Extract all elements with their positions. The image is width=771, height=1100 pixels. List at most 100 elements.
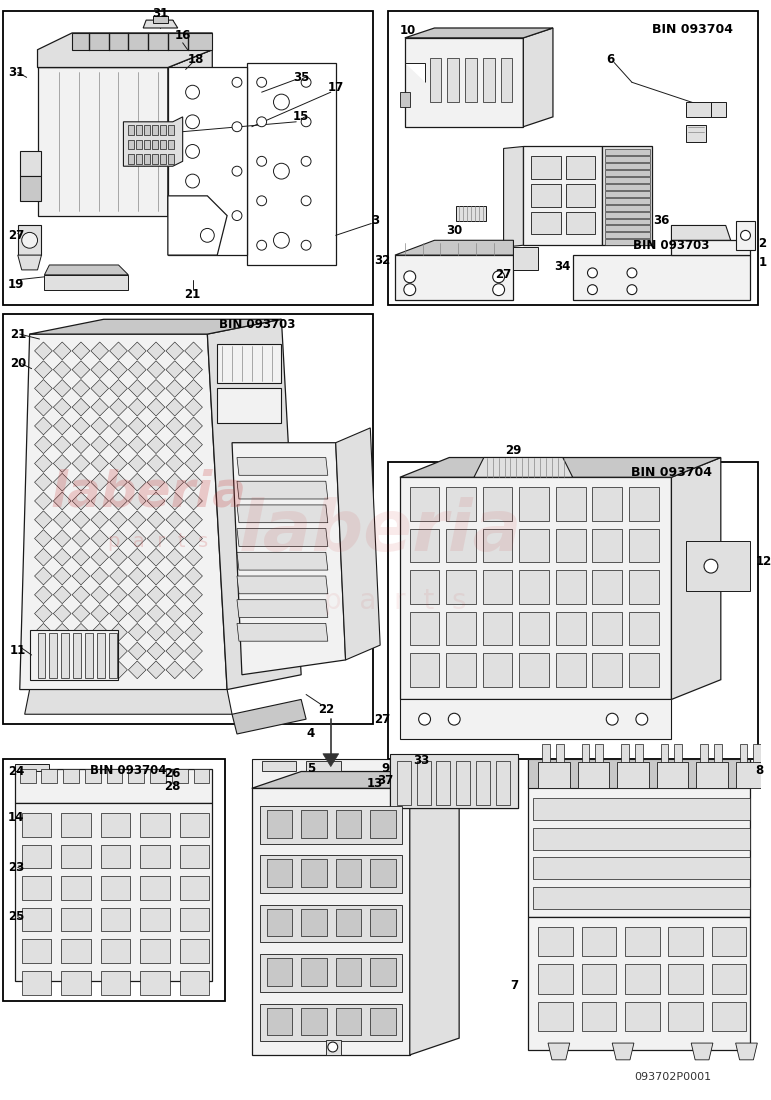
- Polygon shape: [166, 361, 183, 378]
- Polygon shape: [531, 211, 561, 234]
- Polygon shape: [91, 624, 109, 641]
- Polygon shape: [29, 319, 281, 334]
- Circle shape: [704, 559, 718, 573]
- Polygon shape: [91, 436, 109, 453]
- Polygon shape: [140, 845, 170, 868]
- Polygon shape: [390, 759, 518, 808]
- Polygon shape: [400, 700, 672, 739]
- Circle shape: [493, 271, 504, 283]
- Polygon shape: [85, 634, 93, 678]
- Text: 21: 21: [10, 328, 26, 341]
- Text: BIN 093703: BIN 093703: [218, 318, 295, 331]
- Polygon shape: [166, 473, 183, 491]
- Polygon shape: [232, 700, 306, 734]
- Text: 14: 14: [8, 812, 24, 824]
- Polygon shape: [35, 642, 52, 660]
- Polygon shape: [153, 16, 168, 23]
- Polygon shape: [538, 761, 570, 789]
- Polygon shape: [520, 570, 549, 604]
- Polygon shape: [128, 529, 146, 548]
- Polygon shape: [109, 510, 127, 529]
- Polygon shape: [581, 926, 616, 956]
- Circle shape: [257, 117, 267, 126]
- Polygon shape: [447, 57, 460, 102]
- Polygon shape: [35, 568, 52, 585]
- Text: 33: 33: [412, 755, 429, 767]
- Polygon shape: [184, 624, 203, 641]
- Polygon shape: [61, 971, 91, 994]
- Polygon shape: [531, 184, 561, 207]
- Polygon shape: [335, 428, 380, 660]
- Polygon shape: [128, 510, 146, 529]
- Polygon shape: [91, 398, 109, 416]
- Polygon shape: [18, 226, 42, 255]
- Polygon shape: [520, 487, 549, 520]
- Text: 2: 2: [759, 236, 766, 250]
- Circle shape: [301, 117, 311, 126]
- Polygon shape: [483, 487, 513, 520]
- Polygon shape: [301, 909, 327, 936]
- Polygon shape: [109, 586, 127, 604]
- Polygon shape: [91, 642, 109, 660]
- Polygon shape: [409, 487, 439, 520]
- Polygon shape: [605, 198, 650, 204]
- Polygon shape: [72, 33, 212, 50]
- Text: 23: 23: [8, 861, 24, 873]
- Polygon shape: [237, 624, 328, 641]
- Polygon shape: [166, 436, 183, 453]
- Polygon shape: [128, 398, 146, 416]
- Polygon shape: [524, 28, 553, 126]
- Polygon shape: [446, 653, 476, 686]
- Polygon shape: [166, 398, 183, 416]
- Polygon shape: [53, 454, 71, 472]
- Polygon shape: [147, 342, 165, 360]
- Polygon shape: [91, 529, 109, 548]
- Polygon shape: [53, 492, 71, 510]
- Polygon shape: [147, 361, 165, 378]
- Polygon shape: [101, 813, 130, 837]
- Polygon shape: [556, 744, 564, 761]
- Polygon shape: [395, 240, 513, 255]
- Polygon shape: [252, 789, 409, 1055]
- Circle shape: [606, 713, 618, 725]
- Polygon shape: [500, 57, 513, 102]
- Polygon shape: [128, 568, 146, 585]
- Polygon shape: [605, 205, 650, 211]
- Text: 27: 27: [8, 229, 24, 242]
- Polygon shape: [22, 908, 52, 932]
- Polygon shape: [301, 859, 327, 887]
- Polygon shape: [712, 964, 746, 993]
- Bar: [388, 11, 759, 306]
- Polygon shape: [166, 568, 183, 585]
- Polygon shape: [237, 458, 328, 475]
- Polygon shape: [22, 971, 52, 994]
- Circle shape: [257, 156, 267, 166]
- Polygon shape: [675, 744, 682, 761]
- Polygon shape: [128, 605, 146, 623]
- Polygon shape: [668, 1002, 703, 1031]
- Polygon shape: [581, 744, 590, 761]
- Circle shape: [301, 196, 311, 206]
- Polygon shape: [534, 828, 750, 849]
- Polygon shape: [605, 232, 650, 239]
- Polygon shape: [184, 510, 203, 529]
- Text: 4: 4: [307, 727, 315, 740]
- Polygon shape: [109, 529, 127, 548]
- Polygon shape: [128, 379, 146, 397]
- Text: 25: 25: [8, 910, 24, 923]
- Polygon shape: [20, 334, 227, 690]
- Polygon shape: [180, 845, 210, 868]
- Polygon shape: [101, 845, 130, 868]
- Polygon shape: [739, 744, 747, 761]
- Polygon shape: [566, 184, 595, 207]
- Text: BIN 093703: BIN 093703: [633, 239, 709, 252]
- Polygon shape: [35, 529, 52, 548]
- Polygon shape: [184, 436, 203, 453]
- Polygon shape: [20, 152, 42, 176]
- Polygon shape: [128, 454, 146, 472]
- Polygon shape: [91, 417, 109, 434]
- Polygon shape: [405, 28, 553, 37]
- Polygon shape: [72, 510, 90, 529]
- Polygon shape: [252, 759, 409, 789]
- Polygon shape: [144, 140, 150, 150]
